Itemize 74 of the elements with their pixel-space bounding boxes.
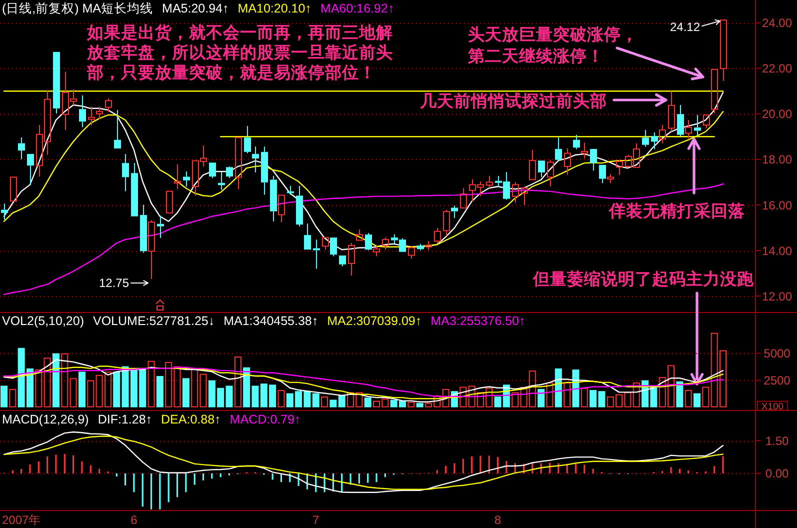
annotation: 但量萎缩说明了起码主力没跑: [532, 270, 755, 288]
bar: [364, 398, 372, 408]
bar: [338, 395, 346, 408]
bar: [278, 390, 285, 408]
bar: [87, 380, 94, 408]
text: MA5:20.94↑: [162, 2, 229, 16]
y-tick-label: 20.00: [762, 107, 792, 122]
bar: [9, 388, 16, 408]
annotation: 佯装无精打采回落: [608, 202, 745, 220]
series-label: DIF:1.28↑: [98, 412, 152, 426]
bar: [0, 386, 8, 408]
bar: [564, 382, 571, 408]
bar: [684, 390, 692, 408]
bar: [408, 402, 415, 408]
annotation: 几天前悄悄试探过前头部: [419, 92, 607, 110]
bar: [52, 353, 60, 408]
bar: [676, 381, 684, 408]
bar: [312, 393, 320, 408]
bar: [632, 382, 640, 408]
bar: [694, 393, 701, 408]
y-tick-label: 1.50: [765, 434, 789, 448]
x-tick-label: 2007年: [2, 513, 41, 527]
y-tick-label: 5000: [764, 346, 791, 361]
y-tick-label: 24.00: [762, 16, 792, 30]
annotation: 头天放巨量突破涨停，第二天继续涨停！: [467, 24, 638, 66]
bar: [546, 382, 554, 408]
line-series: [3, 359, 724, 402]
text: MA1:340455.38↑: [224, 314, 318, 328]
bar: [148, 360, 155, 408]
y-tick-label: 12.00: [762, 289, 792, 304]
bar: [78, 372, 86, 408]
bar: [182, 378, 190, 408]
x-tick-label: 8: [494, 513, 502, 527]
bar: [165, 362, 172, 408]
y-tick-label: 14.00: [762, 244, 792, 258]
chart-title: (日线,前复权) MA短长均线: [2, 2, 154, 16]
annotation: 24.12: [670, 20, 700, 34]
chart-title: MACD(12,26,9): [2, 412, 89, 426]
y-tick-label: 22.00: [762, 62, 792, 76]
bar: [702, 386, 710, 408]
bar: [460, 386, 467, 408]
y-axis-title: X100: [761, 401, 784, 412]
annotation: VOLUME:527781.25↓: [93, 314, 215, 328]
annotation: 12.75: [98, 276, 130, 290]
text: MA3:255376.50↑: [430, 314, 526, 328]
bar: [113, 372, 120, 408]
bar: [35, 370, 42, 408]
chart-title: VOL2(5,10,20): [2, 314, 84, 328]
bar: [70, 378, 77, 408]
annotation: MACD:0.79↑: [230, 412, 301, 426]
bar: [572, 370, 580, 408]
bar: [234, 356, 242, 408]
bar: [416, 402, 424, 408]
bar: [512, 392, 519, 408]
y-tick-label: 16.00: [762, 198, 792, 212]
bar: [321, 396, 328, 408]
text: MA10:20.10↑: [238, 2, 312, 16]
text: MA60:16.92↑: [320, 2, 394, 16]
series-label: DEA:0.88↑: [161, 412, 221, 426]
bar: [330, 400, 337, 408]
bar: [174, 366, 181, 408]
x-tick-label: 7: [312, 513, 320, 527]
bar: [156, 376, 164, 408]
bar: [442, 388, 450, 408]
bar: [44, 358, 51, 408]
y-tick-label: 2500: [764, 374, 791, 388]
bar: [538, 388, 545, 408]
bar: [580, 388, 588, 408]
annotation: 如果是出货，就不会一而再，再而三地解放套牢盘，所以这样的股票一旦靠近前头部，只要放量突破，就是易涨停部位！: [86, 23, 393, 82]
x-tick-label: 6: [130, 513, 138, 527]
bar: [61, 353, 68, 408]
y-tick-label: 0.00: [765, 466, 789, 481]
text: MA2:307039.09↑: [327, 314, 422, 328]
y-tick-label: 18.00: [762, 152, 792, 167]
